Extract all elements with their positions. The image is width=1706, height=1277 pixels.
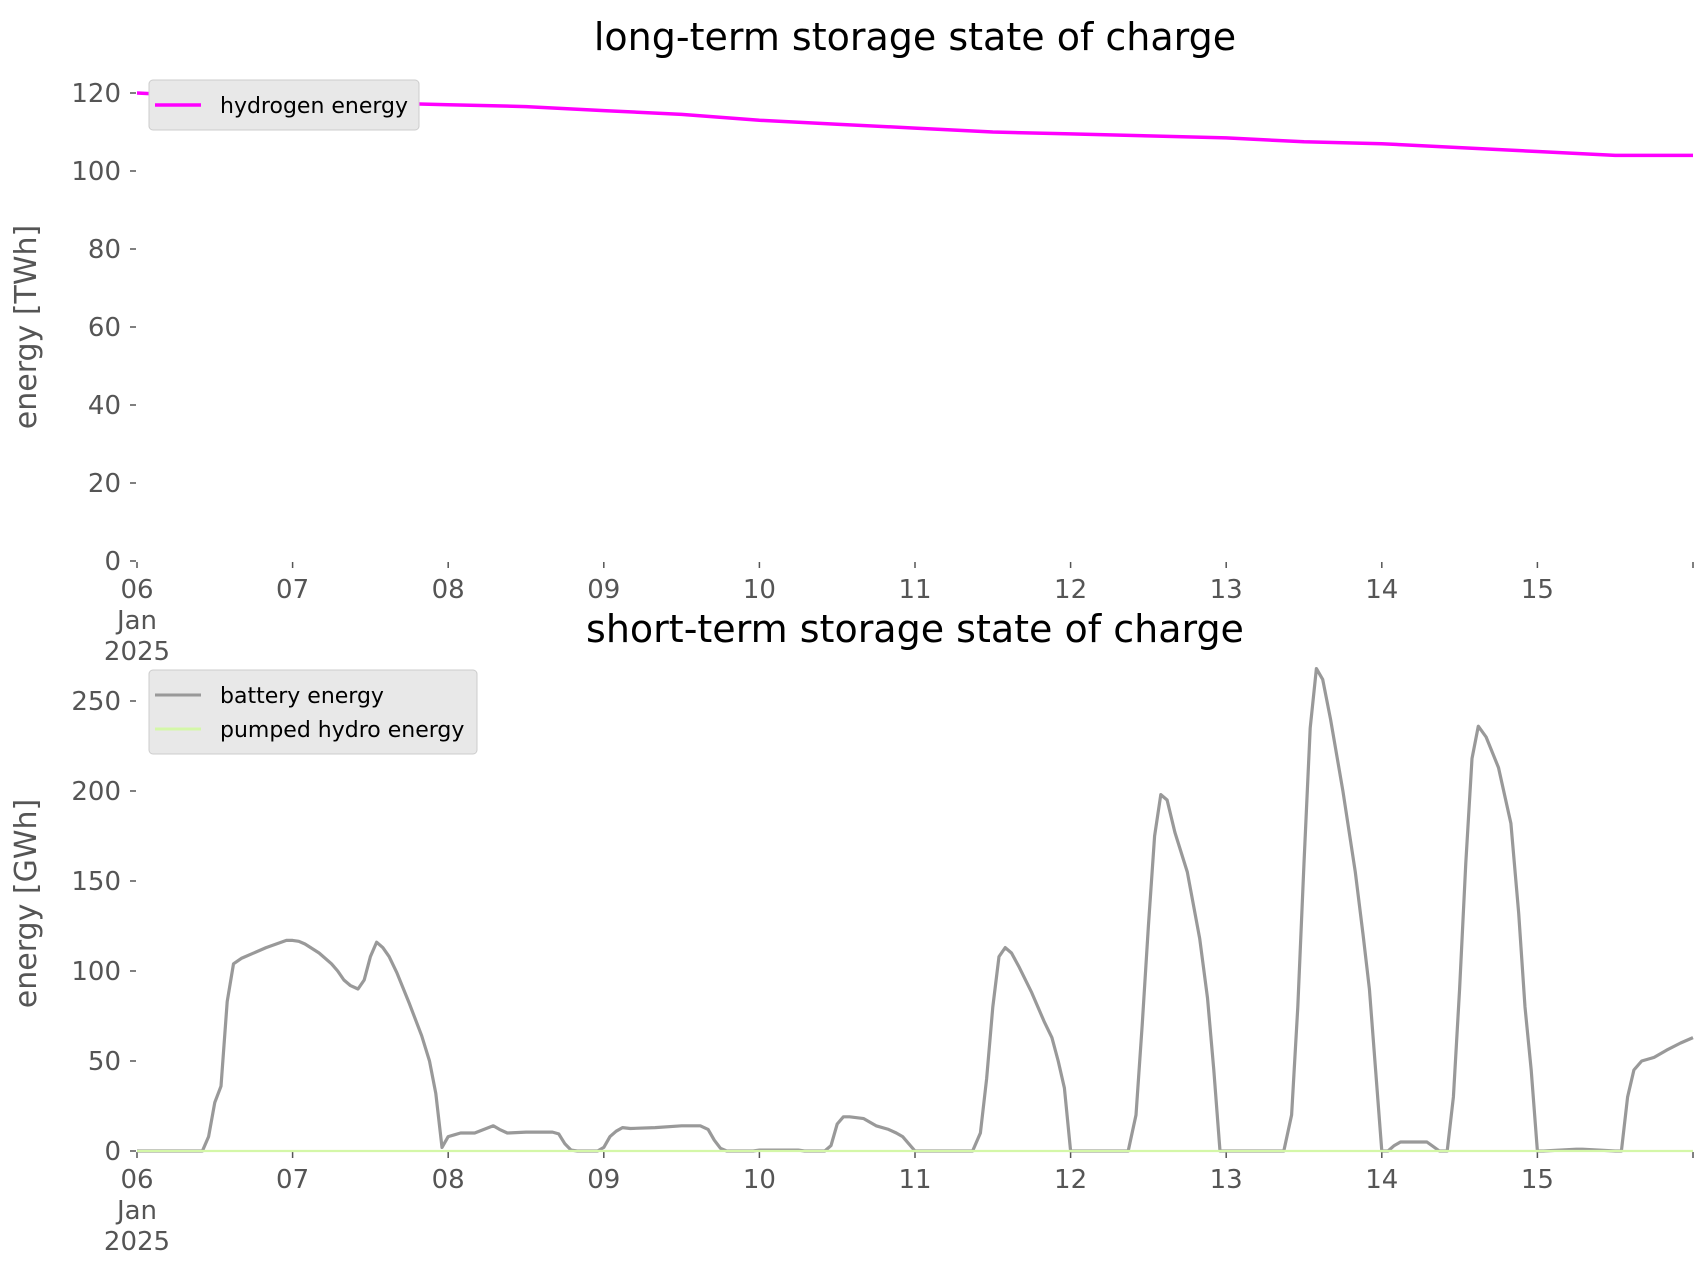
y-axis-label: energy [TWh]	[9, 225, 44, 429]
x-tick-label: 12	[1054, 1165, 1087, 1195]
legend-label: hydrogen energy	[220, 94, 408, 119]
x-tick-label: 2025	[104, 1227, 170, 1257]
x-tick-label: 09	[587, 575, 620, 605]
legend-box	[148, 669, 478, 755]
x-tick-label: Jan	[115, 606, 157, 636]
x-tick-label: 11	[898, 1165, 931, 1195]
y-tick-label: 120	[71, 79, 121, 109]
legend-label: battery energy	[220, 684, 384, 709]
y-tick-label: 200	[71, 777, 121, 807]
x-tick-label: 14	[1365, 575, 1398, 605]
x-tick-label: 07	[276, 575, 309, 605]
x-tick-label: 06	[120, 575, 153, 605]
y-tick-label: 60	[88, 313, 121, 343]
short-term-storage-chart: short-term storage state of charge energy…	[9, 607, 1694, 1257]
y-tick-label: 100	[71, 157, 121, 187]
x-tick-label: 14	[1365, 1165, 1398, 1195]
y-tick-label: 20	[88, 469, 121, 499]
y-tick-label: 80	[88, 235, 121, 265]
y-tick-label: 250	[71, 687, 121, 717]
y-tick-label: 100	[71, 957, 121, 987]
x-tick-label: Jan	[115, 1196, 157, 1226]
y-tick-label: 150	[71, 867, 121, 897]
chart-title: long-term storage state of charge	[594, 15, 1236, 59]
x-tick-label: 15	[1521, 1165, 1554, 1195]
x-tick-label: 09	[587, 1165, 620, 1195]
x-tick-label: 13	[1210, 1165, 1243, 1195]
y-tick-label: 50	[88, 1047, 121, 1077]
chart-title: short-term storage state of charge	[586, 607, 1244, 651]
x-tick-label: 07	[276, 1165, 309, 1195]
y-tick-label: 0	[104, 1137, 121, 1167]
legend-label: pumped hydro energy	[220, 718, 464, 743]
x-tick-label: 15	[1521, 575, 1554, 605]
y-tick-label: 40	[88, 391, 121, 421]
x-tick-label: 10	[743, 575, 776, 605]
y-axis-label: energy [GWh]	[9, 799, 44, 1008]
x-tick-label: 13	[1210, 575, 1243, 605]
long-term-storage-chart: long-term storage state of charge energy …	[9, 15, 1694, 667]
x-tick-label: 11	[898, 575, 931, 605]
x-tick-label: 08	[432, 1165, 465, 1195]
x-tick-label: 10	[743, 1165, 776, 1195]
x-tick-label: 2025	[104, 637, 170, 667]
x-tick-label: 12	[1054, 575, 1087, 605]
legend-box	[148, 79, 420, 131]
x-tick-label: 08	[432, 575, 465, 605]
x-tick-label: 06	[120, 1165, 153, 1195]
y-tick-label: 0	[104, 547, 121, 577]
